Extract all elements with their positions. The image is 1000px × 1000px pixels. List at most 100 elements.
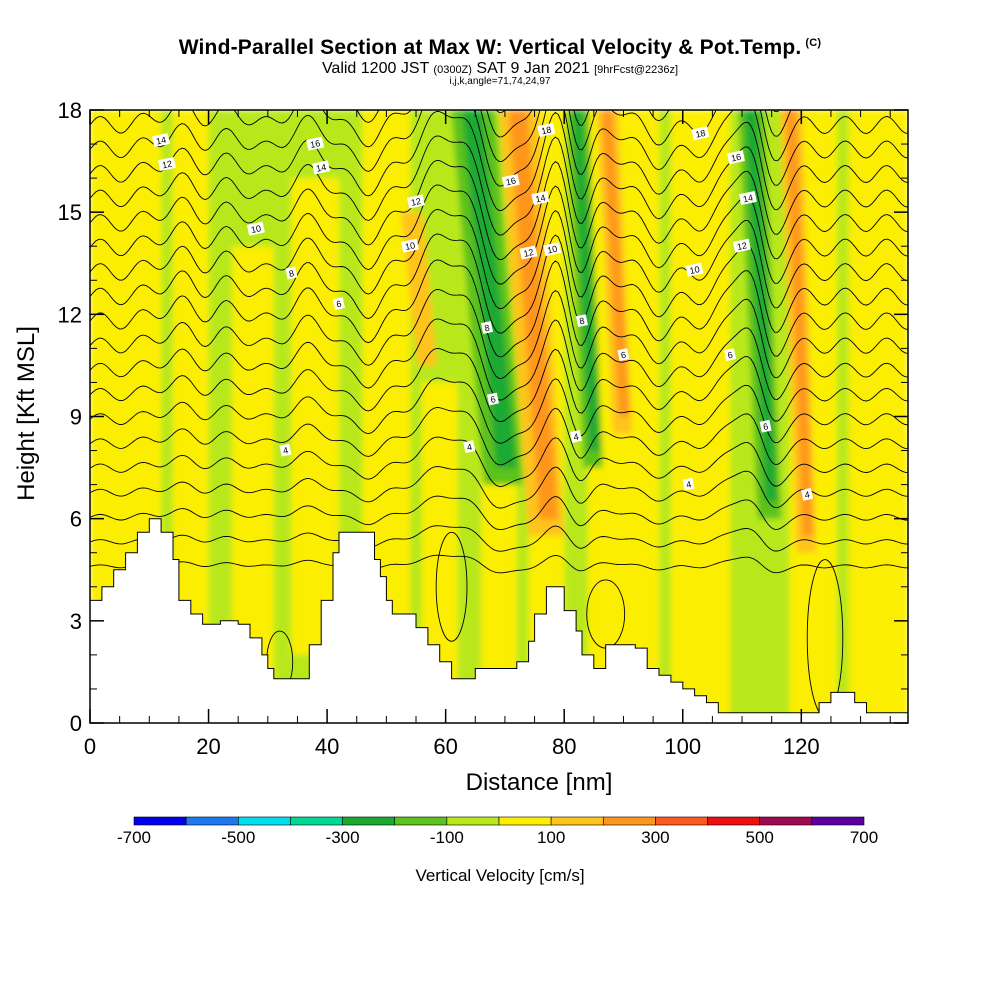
x-tick-label: 120 — [783, 734, 820, 759]
contour-label: 4 — [801, 487, 814, 501]
y-tick-label: 6 — [70, 507, 82, 532]
colorbar-bin — [602, 816, 656, 826]
contour-label-box — [801, 487, 814, 501]
contour-label-box — [575, 314, 588, 328]
contour-label-box — [617, 348, 630, 362]
contour-label-box — [501, 173, 520, 189]
contour-label: 6 — [759, 419, 772, 433]
contour-label-text: 8 — [484, 323, 491, 334]
theta-contour — [90, 110, 908, 187]
theta-contour — [90, 495, 908, 531]
contour-label-box — [691, 126, 710, 141]
contour-label: 14 — [312, 160, 331, 175]
theta-contour — [495, 110, 780, 113]
contour-label-box — [480, 321, 494, 334]
colorbar-bin — [185, 816, 239, 826]
contour-label-text: 16 — [309, 138, 321, 150]
contour-label: 16 — [306, 136, 325, 151]
contour-label: 10 — [543, 242, 562, 257]
contour-label: 10 — [685, 262, 704, 277]
colorbar-bin — [394, 816, 448, 826]
contour-label: 6 — [617, 348, 630, 362]
terrain-mask — [89, 518, 909, 724]
updraft-core — [508, 110, 559, 519]
contour-label-text: 14 — [535, 193, 547, 205]
contour-label-box — [569, 429, 583, 443]
contour-label-text: 8 — [579, 316, 586, 327]
contour-label-text: 12 — [523, 247, 535, 259]
contour-label-text: 18 — [695, 128, 707, 140]
contour-label: 12 — [158, 156, 176, 172]
contour-label-text: 10 — [546, 244, 558, 256]
theta-contour — [90, 110, 908, 162]
axes: 0 3 6 9 12 15 18 0 20 40 60 80 100 120 Distance [nm] He… — [13, 98, 908, 796]
x-tick-label: 20 — [196, 734, 220, 759]
contour-label-text: 6 — [490, 394, 497, 405]
contour-label: 16 — [727, 150, 745, 165]
contour-label: 8 — [285, 266, 298, 280]
colorbar-bin — [237, 816, 291, 826]
contour-label-text: 4 — [573, 431, 580, 442]
colorbar: -700 -500 -300 -100 100 300 500 700 Vertical Vel… — [117, 816, 878, 885]
x-tick-label: 0 — [84, 734, 96, 759]
contour-label-text: 16 — [505, 176, 517, 188]
contour-label: 18 — [537, 122, 556, 137]
x-tick-label: 100 — [664, 734, 701, 759]
contour-label-box — [543, 242, 562, 257]
contour-label-box — [246, 221, 265, 236]
contour-label-box — [724, 348, 737, 362]
contour-label: 18 — [691, 126, 710, 141]
theta-contour — [90, 233, 908, 334]
theta-contour — [90, 135, 908, 236]
contour-label-box — [738, 190, 757, 206]
contour-label-box — [537, 122, 556, 137]
y-axis-title: Height [Kft MSL] — [13, 326, 40, 501]
contour-label: 8 — [480, 321, 494, 334]
contour-label: 12 — [406, 194, 425, 209]
index-line: i,j,k,angle=71,74,24,97 — [449, 76, 551, 87]
potential-temperature-contours — [90, 110, 908, 717]
theta-contour — [90, 466, 908, 509]
contour-label-box — [732, 238, 751, 253]
contour-label-text: 14 — [155, 135, 167, 147]
contour-label-text: 6 — [727, 350, 734, 361]
contour-label-text: 8 — [288, 268, 295, 279]
colorbar-bin — [550, 816, 604, 826]
contour-label-box — [531, 190, 550, 206]
contour-label: 4 — [569, 429, 583, 443]
contour-label-text: 4 — [282, 445, 289, 456]
contour-label: 12 — [732, 238, 751, 253]
contour-label-text: 4 — [685, 479, 692, 490]
colorbar-tick-label: -500 — [221, 828, 255, 847]
contour-label-box — [332, 297, 345, 311]
contour-label-text: 12 — [736, 240, 748, 252]
theta-contour — [90, 159, 908, 260]
subtitle-forecast: [9hrFcst@2236z] — [594, 64, 679, 76]
colorbar-bin — [446, 816, 500, 826]
contour-label-text: 10 — [689, 264, 701, 276]
colorbar-tick-label: -300 — [326, 828, 360, 847]
y-tick-label: 15 — [58, 200, 82, 225]
weak-updraft-band — [291, 178, 339, 655]
theta-contour — [90, 554, 908, 574]
contour-labels: 4 4 4 4 4 6 6 6 6 6 8 8 8 10 10 10 10 12 12 12 12 14 14 14 14 16 1… — [152, 122, 814, 501]
contour-label: 8 — [575, 314, 588, 328]
contour-label: 12 — [519, 245, 538, 260]
contour-label-text: 4 — [466, 442, 473, 453]
contour-label-box — [685, 262, 704, 277]
theta-contour — [90, 318, 908, 401]
contour-label-box — [682, 477, 695, 491]
contour-label-box — [519, 245, 538, 260]
theta-contour — [90, 259, 908, 358]
chart-title-text: Wind-Parallel Section at Max W: Vertical… — [178, 36, 802, 59]
contour-label-box — [285, 266, 298, 280]
theta-contour — [90, 184, 908, 285]
contour-label-text: 6 — [336, 299, 343, 310]
subtitle-utc: (0300Z) — [433, 64, 472, 76]
contour-label-text: 12 — [410, 196, 422, 208]
updraft-core — [601, 110, 630, 417]
colorbar-tick-label: 100 — [537, 828, 565, 847]
contour-label: 10 — [246, 221, 265, 236]
y-tick-label: 18 — [58, 98, 82, 123]
